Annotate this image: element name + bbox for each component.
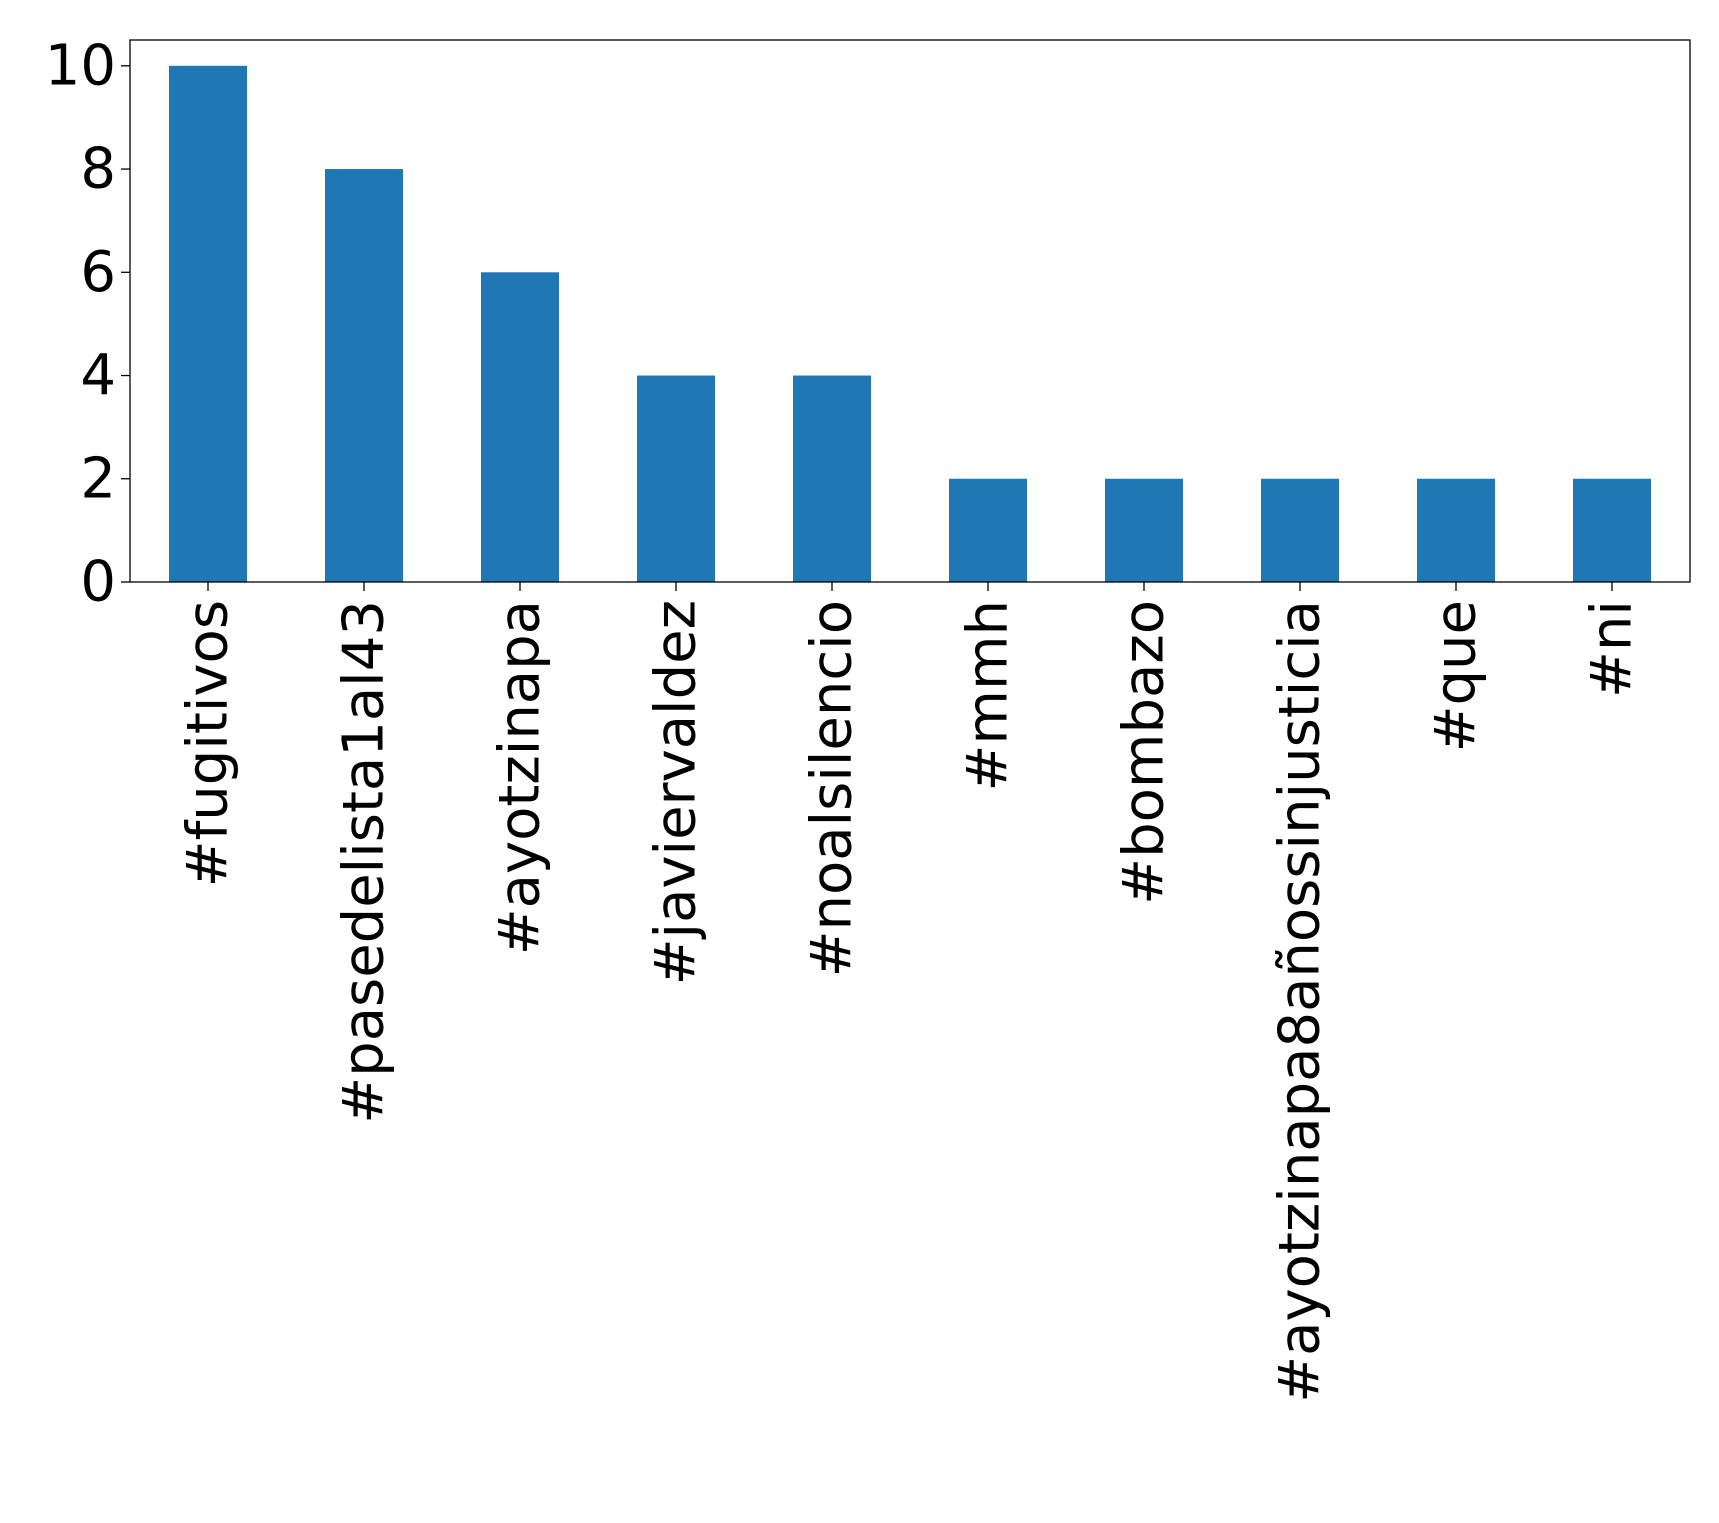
bar-6 (1105, 478, 1183, 582)
x-tick-label-3: #javiervaldez (644, 600, 709, 985)
x-tick-label-1: #pasedelista1al43 (332, 600, 397, 1124)
y-axis: 0 2 4 6 8 10 (45, 33, 130, 615)
x-tick-label-9: #ni (1580, 600, 1645, 698)
bars-layer (169, 65, 1651, 583)
plot-frame (129, 39, 1691, 583)
y-tick-label-2: 4 (80, 343, 116, 408)
x-tick-label-8: #que (1424, 600, 1489, 752)
bar-2 (481, 272, 559, 582)
x-tick-label-2: #ayotzinapa (488, 600, 553, 955)
y-tick-label-0: 0 (80, 550, 116, 615)
x-tick-label-7: #ayotzinapa8añossinjusticia (1268, 600, 1333, 1403)
bar-8 (1417, 478, 1495, 582)
x-tick-label-4: #noalsilencio (800, 600, 865, 977)
y-tick-label-1: 2 (80, 446, 116, 511)
bar-4 (793, 375, 871, 582)
bar-5 (949, 478, 1027, 582)
bar-3 (637, 375, 715, 582)
y-tick-label-3: 6 (80, 240, 116, 305)
x-axis: #fugitivos #pasedelista1al43 #ayotzinapa #j… (176, 582, 1645, 1403)
y-tick-label-4: 8 (80, 137, 116, 202)
bar-1 (325, 169, 403, 583)
y-tick-label-5: 10 (45, 33, 116, 98)
bar-9 (1573, 478, 1651, 582)
x-tick-label-0: #fugitivos (176, 600, 241, 887)
bar-7 (1261, 478, 1339, 582)
x-tick-label-6: #bombazo (1112, 600, 1177, 905)
x-tick-label-5: #mmh (956, 600, 1021, 792)
bar-0 (169, 65, 247, 583)
